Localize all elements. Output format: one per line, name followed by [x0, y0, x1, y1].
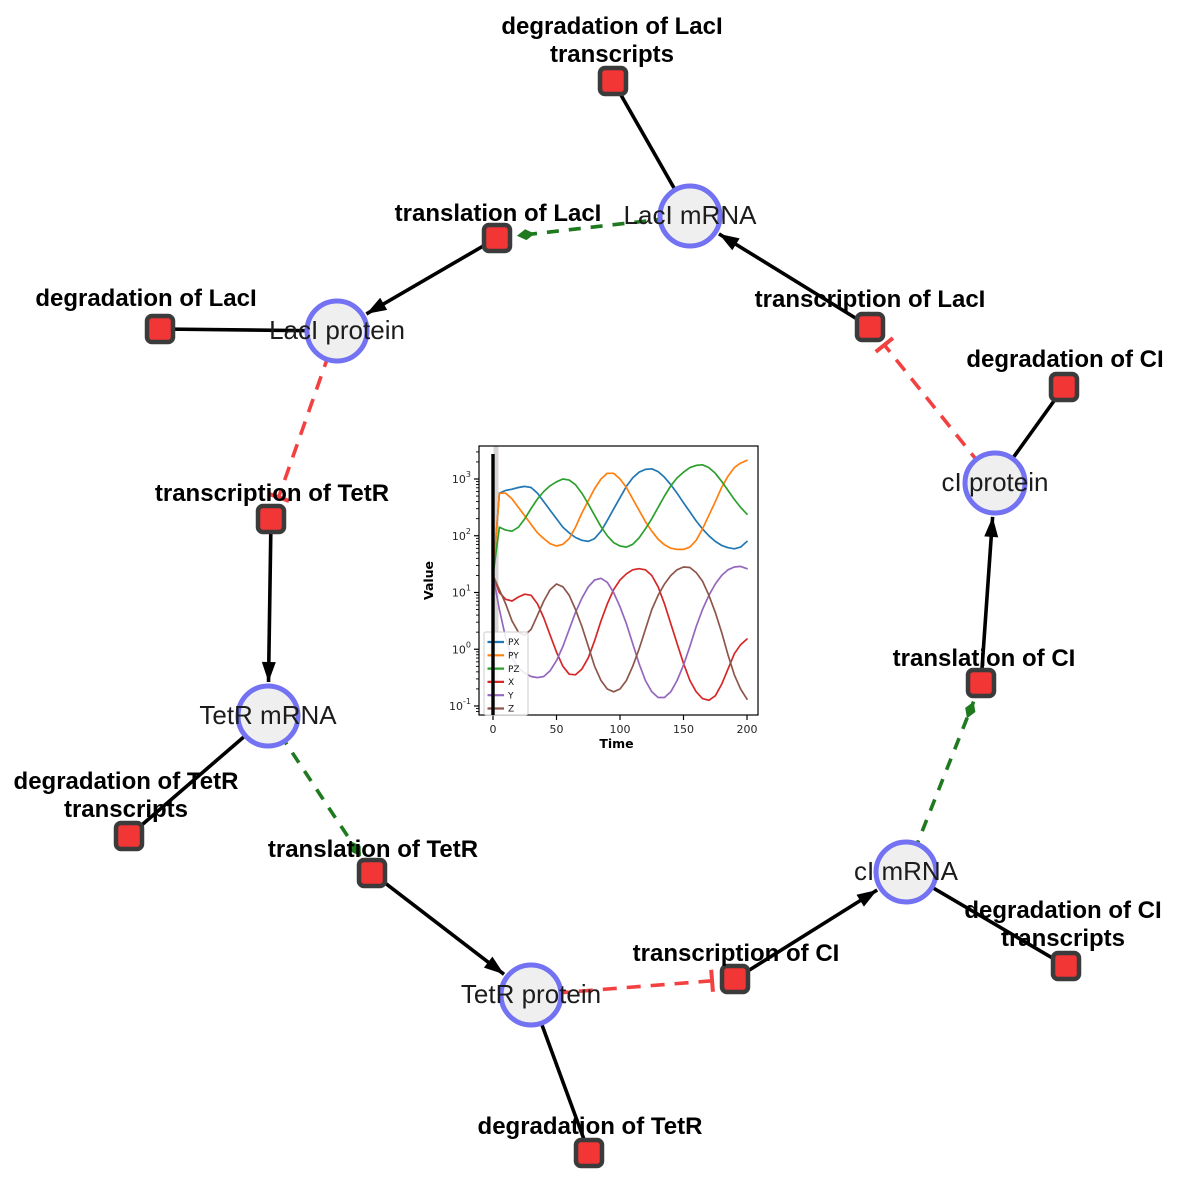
reaction-node-translation_tetr[interactable] — [356, 857, 388, 889]
reaction-label-transcription_ci: transcription of CI — [633, 940, 840, 967]
reaction-node-deg_laci[interactable] — [144, 313, 176, 345]
chart-legend-label-PY: PY — [508, 652, 519, 662]
chart-x-tick-label: 0 — [490, 723, 497, 736]
reaction-node-translation_laci[interactable] — [481, 222, 513, 254]
labels-layer: LacI mRNA LacI protein cI protein TetR mRNA… — [14, 13, 1164, 1140]
chart-y-tick-label: 102 — [452, 527, 471, 543]
chart-series-Y — [492, 565, 748, 699]
reaction-node-translation_ci[interactable] — [965, 667, 997, 699]
reaction-node-deg_ci[interactable] — [1048, 371, 1080, 403]
chart-legend: PX PY PZ XYZ — [483, 631, 529, 716]
chart-series-X — [492, 567, 748, 702]
reaction-label-deg_tetr_tx-line1: degradation of TetR — [14, 768, 239, 795]
chart-x-tick-label: 100 — [610, 723, 631, 736]
reaction-label-deg_laci: degradation of LacI — [35, 285, 256, 312]
reaction-node-deg_ci_tx[interactable] — [1050, 950, 1082, 982]
chart-y-axis-label: Value — [421, 561, 436, 600]
species-label-tetr_protein: TetR protein — [461, 979, 601, 1009]
chart-x-axis-label: Time — [599, 736, 633, 751]
chart-legend-label-PX: PX — [508, 638, 520, 648]
chart-y-tick-label: 103 — [452, 470, 471, 486]
species-node-laci_mrna[interactable] — [657, 183, 723, 249]
reaction-node-transcription_tetr[interactable] — [255, 503, 287, 535]
reaction-node-deg_tetr_tx[interactable] — [113, 820, 145, 852]
chart-x-tick-label: 50 — [550, 723, 564, 736]
reaction-label-deg_tetr: degradation of TetR — [478, 1113, 703, 1140]
edge-production-transcription_tetr-tetr_mrna — [261, 518, 276, 683]
reaction-node-transcription_laci[interactable] — [854, 311, 886, 343]
reaction-label-deg_tetr_tx-line2: transcripts — [64, 796, 188, 823]
chart-legend-label-Y: Y — [507, 691, 514, 701]
species-label-laci_protein: LacI protein — [269, 315, 405, 345]
chart-plot-area — [492, 446, 748, 715]
chart-legend-label-X: X — [508, 678, 514, 688]
reaction-label-deg_ci: degradation of CI — [966, 346, 1163, 373]
reaction-label-transcription_tetr: transcription of TetR — [155, 480, 389, 507]
reaction-label-deg_ci_tx-line1: degradation of CI — [964, 897, 1161, 924]
chart-x-tick-label: 150 — [673, 723, 694, 736]
chart-x-tick-label: 200 — [737, 723, 758, 736]
reaction-node-transcription_ci[interactable] — [719, 963, 751, 995]
chart-y-tick-label: 101 — [452, 584, 471, 600]
species-label-laci_mrna: LacI mRNA — [624, 200, 758, 230]
reaction-node-deg_laci_tx[interactable] — [597, 65, 629, 97]
edge-production-translation_tetr-tetr_protein — [370, 871, 506, 976]
nodes-layer — [113, 65, 1082, 1169]
chart-legend-frame — [483, 631, 529, 716]
reaction-label-deg_laci_tx-line2: transcripts — [550, 41, 674, 68]
reaction-label-translation_laci: translation of LacI — [395, 200, 602, 227]
chart-series-Z — [492, 566, 748, 701]
chart-axes-frame — [478, 445, 759, 716]
species-label-ci_protein: cI protein — [942, 467, 1049, 497]
species-node-ci_mrna[interactable] — [873, 839, 939, 905]
edge-production-transcription_laci-laci_mrna — [717, 232, 871, 329]
chart-series-PY — [492, 459, 748, 577]
species-node-laci_protein[interactable] — [304, 298, 370, 364]
species-node-ci_protein[interactable] — [962, 450, 1028, 516]
chart-legend-label-PZ: PZ — [508, 665, 520, 675]
edge-production-translation_laci-laci_protein — [365, 236, 498, 316]
species-label-ci_mrna: cI mRNA — [854, 856, 959, 886]
chart-y-tick-label: 10-1 — [449, 697, 471, 713]
reaction-label-deg_laci_tx-line1: degradation of LacI — [501, 13, 722, 40]
chart-series-PX — [492, 467, 748, 577]
reaction-label-translation_ci: translation of CI — [893, 645, 1076, 672]
species-node-tetr_protein[interactable] — [498, 962, 564, 1028]
species-node-tetr_mrna[interactable] — [235, 683, 301, 749]
species-label-tetr_mrna: TetR mRNA — [199, 700, 337, 730]
edge-production-translation_ci-ci_protein — [979, 516, 999, 684]
reaction-label-transcription_laci: transcription of LacI — [755, 286, 986, 313]
reaction-node-deg_tetr[interactable] — [573, 1137, 605, 1169]
chart-series-PZ — [492, 463, 748, 577]
chart-y-tick-label: 100 — [452, 640, 471, 656]
edge-production-transcription_ci-ci_mrna — [734, 888, 879, 981]
chart-legend-label-Z: Z — [508, 705, 514, 715]
reaction-label-translation_tetr: translation of TetR — [268, 836, 478, 863]
reaction-label-deg_ci_tx-line2: transcripts — [1001, 925, 1125, 952]
